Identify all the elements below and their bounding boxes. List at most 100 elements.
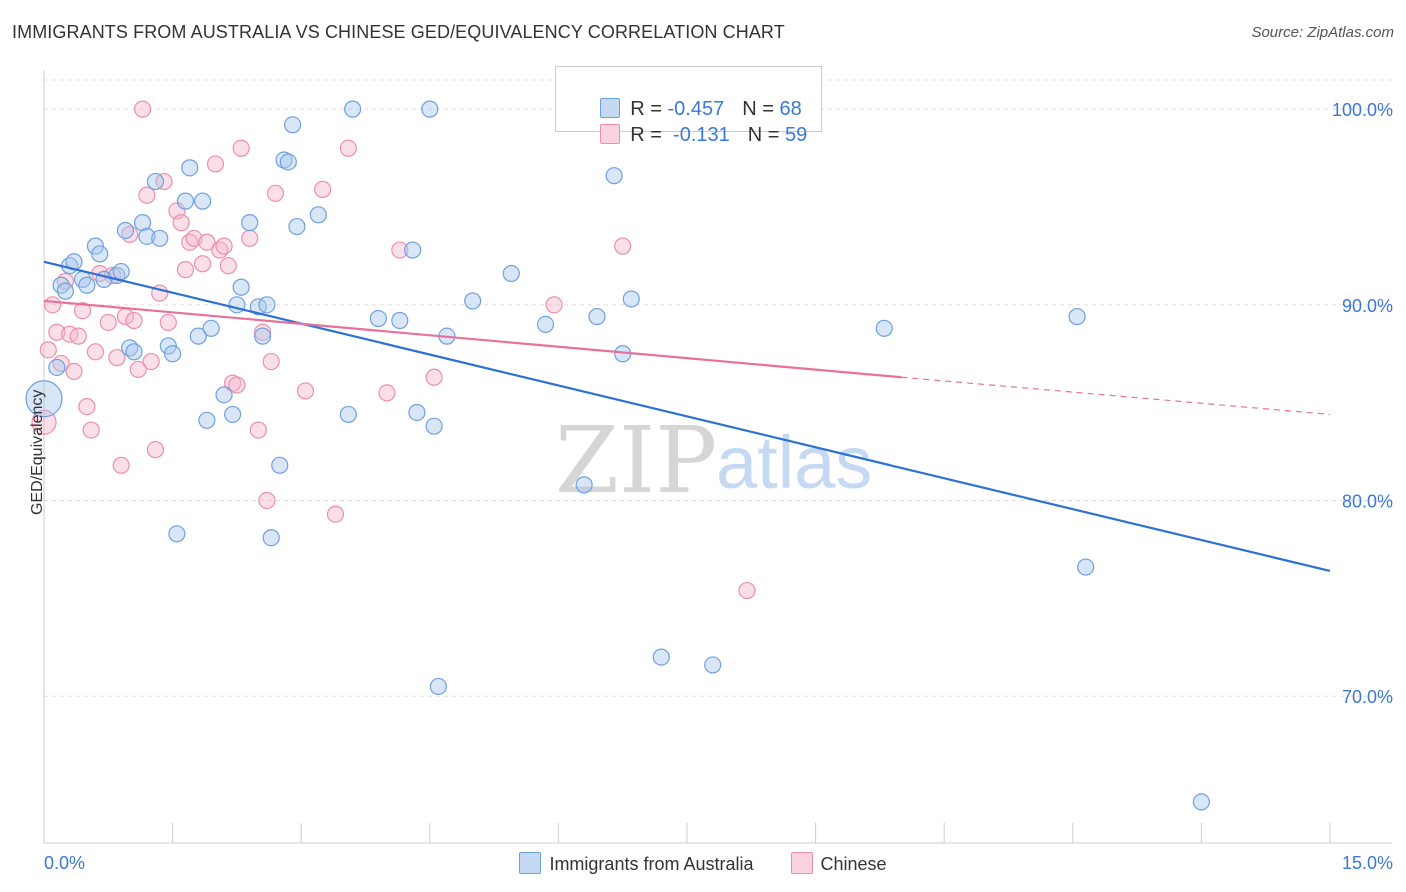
chinese-point[interactable]: [185, 229, 203, 247]
chinese-point[interactable]: [198, 233, 216, 251]
australia-point[interactable]: [421, 100, 439, 118]
australia-point[interactable]: [391, 311, 409, 330]
chinese-point[interactable]: [266, 184, 285, 202]
chinese-point[interactable]: [614, 237, 632, 255]
australia-point[interactable]: [159, 337, 177, 355]
australia-point[interactable]: [194, 192, 212, 210]
chinese-point[interactable]: [228, 376, 246, 394]
australia-point[interactable]: [502, 264, 520, 283]
chinese-point[interactable]: [69, 327, 87, 345]
chinese-point[interactable]: [99, 313, 117, 332]
australia-point[interactable]: [288, 217, 306, 236]
australia-point[interactable]: [875, 319, 893, 337]
australia-point[interactable]: [575, 476, 593, 494]
chinese-point[interactable]: [249, 421, 267, 439]
chinese-point[interactable]: [378, 384, 396, 402]
chinese-point[interactable]: [194, 255, 212, 273]
chinese-point[interactable]: [39, 341, 57, 359]
chinese-point[interactable]: [258, 491, 276, 510]
chinese-point[interactable]: [142, 352, 160, 371]
chinese-point[interactable]: [82, 421, 100, 439]
chinese-point[interactable]: [296, 382, 315, 400]
australia-point[interactable]: [164, 345, 182, 363]
australia-point[interactable]: [344, 100, 362, 118]
australia-point[interactable]: [189, 327, 207, 345]
chinese-point[interactable]: [86, 343, 105, 361]
australia-point[interactable]: [91, 245, 109, 263]
australia-point[interactable]: [254, 327, 272, 345]
australia-point[interactable]: [86, 237, 105, 255]
legend-item-chinese[interactable]: Chinese: [790, 852, 887, 875]
australia-point[interactable]: [262, 529, 280, 547]
chinese-point[interactable]: [146, 441, 165, 459]
australia-point[interactable]: [622, 290, 640, 308]
australia-point[interactable]: [241, 214, 259, 232]
chinese-point[interactable]: [425, 368, 443, 386]
australia-point[interactable]: [1077, 558, 1095, 576]
australia-point[interactable]: [151, 229, 169, 247]
chinese-point[interactable]: [73, 302, 92, 320]
australia-point[interactable]: [369, 309, 387, 328]
australia-point[interactable]: [1192, 793, 1211, 811]
australia-point[interactable]: [56, 282, 75, 300]
chinese-point[interactable]: [159, 313, 177, 332]
chinese-point[interactable]: [138, 186, 156, 204]
chinese-point[interactable]: [108, 349, 126, 367]
chinese-point[interactable]: [738, 581, 756, 600]
australia-point[interactable]: [181, 159, 199, 177]
australia-point[interactable]: [429, 677, 447, 696]
australia-point[interactable]: [25, 380, 63, 418]
australia-point[interactable]: [408, 403, 426, 422]
australia-point[interactable]: [125, 343, 143, 361]
australia-point[interactable]: [133, 214, 152, 232]
australia-point[interactable]: [258, 296, 276, 314]
australia-point[interactable]: [168, 525, 186, 543]
chinese-point[interactable]: [254, 323, 272, 341]
australia-point[interactable]: [146, 172, 165, 191]
chinese-point[interactable]: [125, 311, 143, 330]
australia-point[interactable]: [284, 116, 302, 134]
chinese-point[interactable]: [48, 323, 66, 341]
australia-point[interactable]: [224, 405, 242, 424]
chinese-point[interactable]: [545, 296, 563, 314]
australia-point[interactable]: [198, 411, 216, 429]
australia-point[interactable]: [464, 292, 482, 310]
chinese-point[interactable]: [339, 139, 357, 157]
australia-point[interactable]: [176, 192, 195, 210]
chinese-point[interactable]: [43, 296, 62, 314]
australia-point[interactable]: [215, 386, 233, 404]
chinese-point[interactable]: [241, 229, 259, 247]
australia-point[interactable]: [404, 241, 422, 259]
australia-point[interactable]: [1068, 307, 1086, 326]
chinese-point[interactable]: [129, 360, 147, 379]
australia-point[interactable]: [425, 417, 443, 435]
australia-point[interactable]: [588, 307, 606, 326]
australia-point[interactable]: [48, 358, 66, 377]
chinese-point[interactable]: [206, 155, 225, 173]
australia-point[interactable]: [112, 262, 130, 281]
australia-point[interactable]: [279, 153, 297, 171]
chinese-point[interactable]: [391, 241, 409, 259]
australia-point[interactable]: [536, 315, 555, 334]
australia-point[interactable]: [202, 319, 220, 337]
australia-point[interactable]: [704, 656, 722, 674]
australia-point[interactable]: [138, 227, 156, 245]
australia-point[interactable]: [116, 221, 135, 240]
australia-point[interactable]: [652, 648, 670, 666]
australia-point[interactable]: [271, 456, 289, 474]
chinese-point[interactable]: [112, 456, 130, 474]
australia-point[interactable]: [605, 167, 623, 185]
chinese-point[interactable]: [133, 100, 152, 118]
chinese-point[interactable]: [326, 505, 345, 523]
chinese-point[interactable]: [176, 261, 195, 279]
chinese-point[interactable]: [219, 257, 237, 275]
legend-item-australia[interactable]: Immigrants from Australia: [519, 852, 754, 875]
chinese-point[interactable]: [215, 237, 233, 255]
chinese-point[interactable]: [172, 214, 190, 232]
australia-point[interactable]: [339, 405, 357, 424]
chinese-point[interactable]: [314, 180, 332, 198]
chinese-point[interactable]: [262, 352, 280, 371]
australia-point[interactable]: [232, 278, 250, 296]
chinese-point[interactable]: [65, 362, 83, 380]
chinese-point[interactable]: [78, 397, 96, 416]
